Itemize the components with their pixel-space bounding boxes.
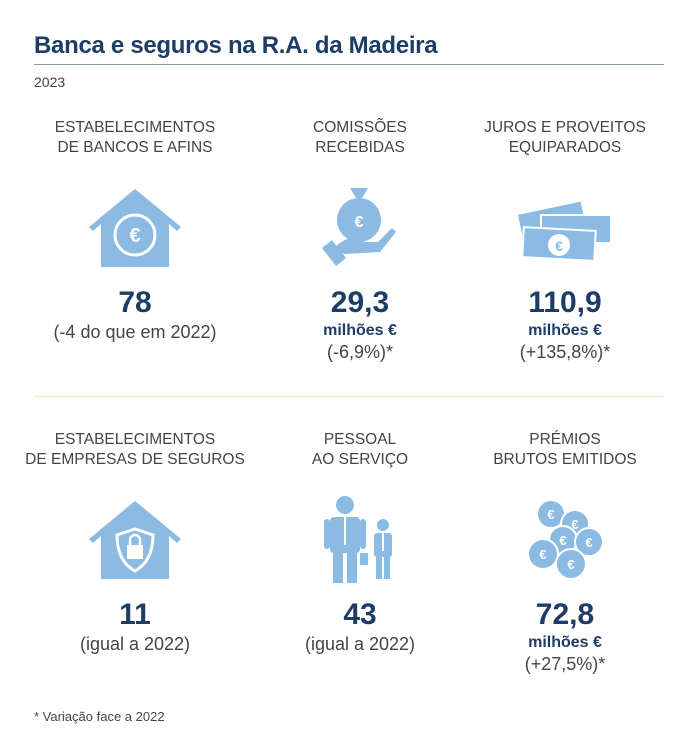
stat-card: COMISSÕES RECEBIDAS € 29,3 milhões € (-6,…	[240, 118, 480, 363]
stat-value: 11	[119, 598, 151, 631]
stat-value: 110,9	[528, 286, 602, 319]
house-euro-icon: €	[15, 178, 255, 278]
stat-value: 78	[118, 286, 152, 319]
svg-text:€: €	[571, 517, 578, 532]
coins-icon: € € € € € €	[445, 490, 685, 590]
stat-label: COMISSÕES RECEBIDAS	[240, 118, 480, 158]
stat-change: (igual a 2022)	[304, 634, 416, 654]
stat-value: 72,8	[535, 598, 595, 631]
stat-change: (-6,9%)*	[326, 342, 393, 362]
footnote: * Variação face a 2022	[34, 709, 165, 724]
stat-change: (+135,8%)*	[519, 342, 611, 362]
stat-label-line: DE BANCOS E AFINS	[57, 139, 213, 156]
stat-label: PRÉMIOS BRUTOS EMITIDOS	[445, 430, 685, 470]
stat-label-line: RECEBIDAS	[315, 139, 405, 156]
stat-label: JUROS E PROVEITOS EQUIPARADOS	[445, 118, 685, 158]
page-title: Banca e seguros na R.A. da Madeira	[34, 32, 438, 59]
stat-label-line: JUROS E PROVEITOS	[484, 119, 646, 136]
svg-text:€: €	[547, 507, 554, 522]
stat-unit: milhões €	[323, 322, 397, 339]
svg-text:€: €	[539, 547, 546, 562]
stat-label: PESSOAL AO SERVIÇO	[240, 430, 480, 470]
svg-text:€: €	[567, 557, 574, 572]
year: 2023	[34, 74, 66, 90]
svg-text:€: €	[355, 214, 364, 231]
stat-change: (igual a 2022)	[79, 634, 191, 654]
svg-text:€: €	[129, 225, 140, 247]
stat-card: JUROS E PROVEITOS EQUIPARADOS € 110,9 mil…	[445, 118, 685, 363]
stat-label: ESTABELECIMENTOS DE BANCOS E AFINS	[15, 118, 255, 158]
row-separator	[34, 396, 664, 397]
stat-change: (+27,5%)*	[524, 654, 606, 674]
people-icon	[240, 490, 480, 590]
stat-value: 43	[343, 598, 377, 631]
stat-value: 29,3	[330, 286, 390, 319]
hand-money-bag-icon: €	[240, 178, 480, 278]
stat-label-line: BRUTOS EMITIDOS	[493, 451, 637, 468]
stat-label-line: COMISSÕES	[313, 119, 407, 136]
stat-card: ESTABELECIMENTOS DE EMPRESAS DE SEGUROS 1…	[15, 430, 255, 655]
stat-label-line: EQUIPARADOS	[508, 139, 622, 156]
house-shield-icon	[15, 490, 255, 590]
svg-text:€: €	[555, 238, 563, 254]
stat-unit: milhões €	[528, 634, 602, 651]
stat-label-line: DE EMPRESAS DE SEGUROS	[25, 451, 245, 468]
banknotes-icon: €	[445, 178, 685, 278]
stat-card: PRÉMIOS BRUTOS EMITIDOS € € € € € € 72,8 milhõ…	[445, 430, 685, 675]
stat-card: ESTABELECIMENTOS DE BANCOS E AFINS € 78 (…	[15, 118, 255, 343]
stat-label-line: AO SERVIÇO	[311, 451, 409, 468]
stat-label-line: ESTABELECIMENTOS	[54, 119, 216, 136]
stat-label-line: PRÉMIOS	[529, 431, 601, 448]
stat-unit: milhões €	[528, 322, 602, 339]
stat-label-line: ESTABELECIMENTOS	[54, 431, 216, 448]
stat-card: PESSOAL AO SERVIÇO 43 (igual a 2022)	[240, 430, 480, 655]
svg-text:€: €	[559, 533, 566, 548]
stat-change: (-4 do que em 2022)	[53, 322, 217, 342]
stat-label: ESTABELECIMENTOS DE EMPRESAS DE SEGUROS	[15, 430, 255, 470]
title-rule	[34, 64, 664, 65]
stat-label-line: PESSOAL	[323, 431, 397, 448]
svg-text:€: €	[585, 535, 592, 550]
